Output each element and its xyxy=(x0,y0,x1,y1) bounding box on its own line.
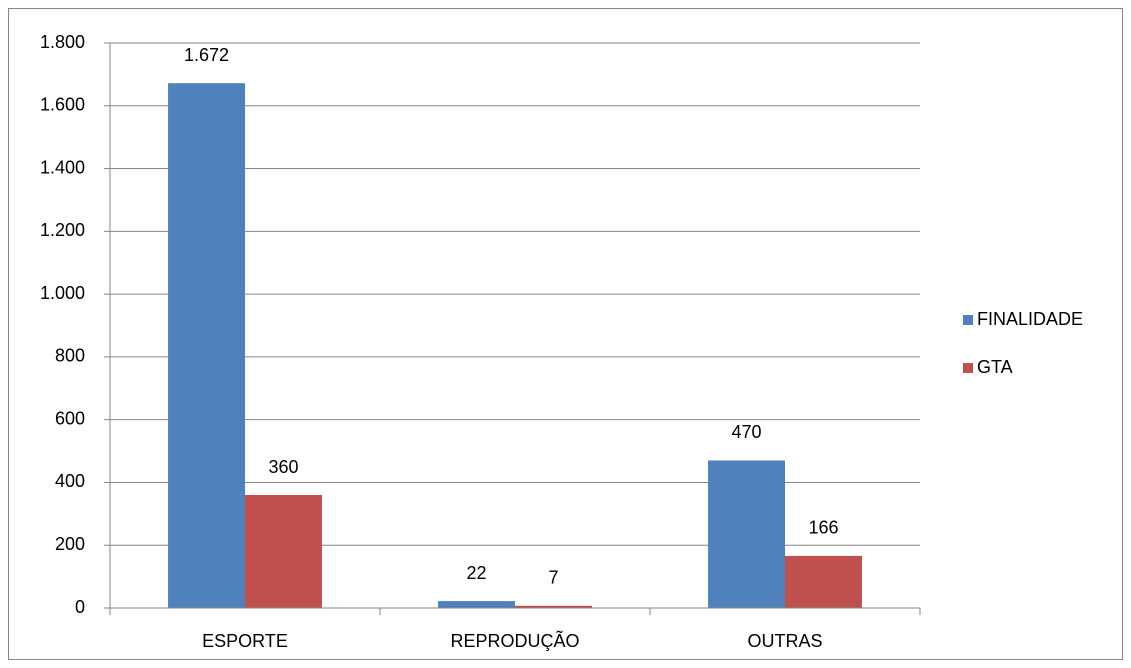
bar xyxy=(245,495,322,608)
data-label: 1.672 xyxy=(184,45,229,65)
legend-label: FINALIDADE xyxy=(977,309,1083,329)
data-label: 7 xyxy=(548,568,558,588)
y-tick-label: 600 xyxy=(55,408,85,428)
bar xyxy=(785,555,862,608)
y-tick-label: 1.200 xyxy=(40,220,85,240)
y-tick-label: 1.600 xyxy=(40,95,85,115)
bar xyxy=(515,605,592,608)
y-tick-label: 400 xyxy=(55,471,85,491)
y-tick-label: 1.800 xyxy=(40,32,85,52)
x-tick-label: REPRODUÇÃO xyxy=(450,630,579,651)
x-tick-label: ESPORTE xyxy=(202,631,288,651)
x-tick-label: OUTRAS xyxy=(747,631,822,651)
bar xyxy=(438,601,515,608)
data-label: 22 xyxy=(467,563,487,583)
y-tick-label: 1.000 xyxy=(40,283,85,303)
y-tick-label: 0 xyxy=(75,597,85,617)
data-label: 166 xyxy=(808,518,838,538)
data-label: 470 xyxy=(732,422,762,442)
legend-swatch xyxy=(963,315,973,325)
y-tick-label: 1.400 xyxy=(40,157,85,177)
y-tick-label: 800 xyxy=(55,346,85,366)
data-label: 360 xyxy=(268,457,298,477)
bar xyxy=(708,460,785,608)
legend-label: GTA xyxy=(977,357,1013,377)
y-tick-label: 200 xyxy=(55,534,85,554)
legend-swatch xyxy=(963,363,973,373)
bar xyxy=(168,83,245,608)
